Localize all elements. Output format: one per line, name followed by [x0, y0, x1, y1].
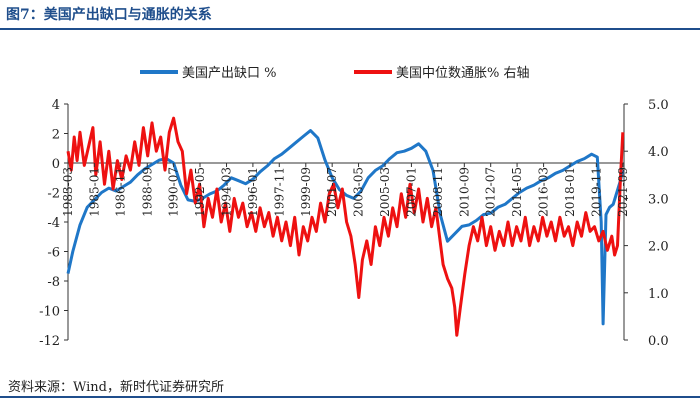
x-tick-label: 2021-09 — [616, 167, 630, 217]
x-tick-label: 2016-03 — [537, 167, 551, 217]
x-tick-label: 1985-01 — [87, 167, 101, 217]
series-line-median-inflation — [66, 116, 625, 337]
x-tick-label: 1988-09 — [140, 167, 154, 217]
x-tick-label: 1986-11 — [114, 167, 128, 217]
x-tick-label: 2018-01 — [563, 167, 577, 217]
y-left-tick-label: 2 — [52, 128, 60, 143]
y-right-tick-label: 2.0 — [648, 240, 669, 255]
y-left-tick-label: -4 — [47, 216, 60, 231]
y-right-tick-label: 3.0 — [648, 192, 669, 207]
x-tick-label: 1992-05 — [193, 167, 207, 217]
y-left-tick-label: -8 — [47, 275, 60, 290]
x-tick-label: 2007-01 — [404, 167, 418, 217]
y-left-tick-label: 0 — [52, 157, 60, 172]
y-left-tick-label: -10 — [39, 305, 60, 320]
x-tick-label: 1997-11 — [272, 167, 286, 217]
source-note: 资料来源：Wind，新时代证券研究所 — [8, 380, 224, 395]
x-tick-label: 2005-03 — [378, 167, 392, 217]
bottom-rule — [0, 396, 700, 398]
x-tick-label: 1999-09 — [299, 167, 313, 217]
y-left-tick-label: -2 — [47, 187, 60, 202]
y-left-tick-label: -6 — [47, 246, 60, 261]
y-left-tick-label: 4 — [52, 98, 60, 113]
title-rule — [0, 28, 700, 30]
y-right-tick-label: 0.0 — [648, 334, 669, 349]
y-right-tick-label: 5.0 — [648, 98, 669, 113]
x-tick-label: 2008-11 — [431, 167, 445, 217]
x-tick-label: 1994-03 — [220, 167, 234, 217]
figure-title: 图7：美国产出缺口与通胀的关系 — [6, 7, 212, 23]
x-tick-label: 2014-05 — [510, 167, 524, 217]
x-tick-label: 2003-05 — [352, 167, 366, 217]
legend-label-gap: 美国产出缺口 % — [182, 66, 277, 81]
x-tick-label: 1983-03 — [61, 167, 75, 217]
x-tick-label: 2019-11 — [589, 167, 603, 217]
x-tick-label: 2001-07 — [325, 167, 339, 217]
x-tick-label: 1990-07 — [167, 167, 181, 217]
legend-label-inflation: 美国中位数通胀% 右轴 — [396, 66, 530, 81]
x-tick-label: 2010-09 — [457, 167, 471, 217]
x-tick-label: 1996-01 — [246, 167, 260, 217]
y-right-tick-label: 4.0 — [648, 145, 669, 160]
y-left-tick-label: -12 — [39, 334, 60, 349]
x-tick-label: 2012-07 — [484, 167, 498, 217]
y-right-tick-label: 1.0 — [648, 287, 669, 302]
